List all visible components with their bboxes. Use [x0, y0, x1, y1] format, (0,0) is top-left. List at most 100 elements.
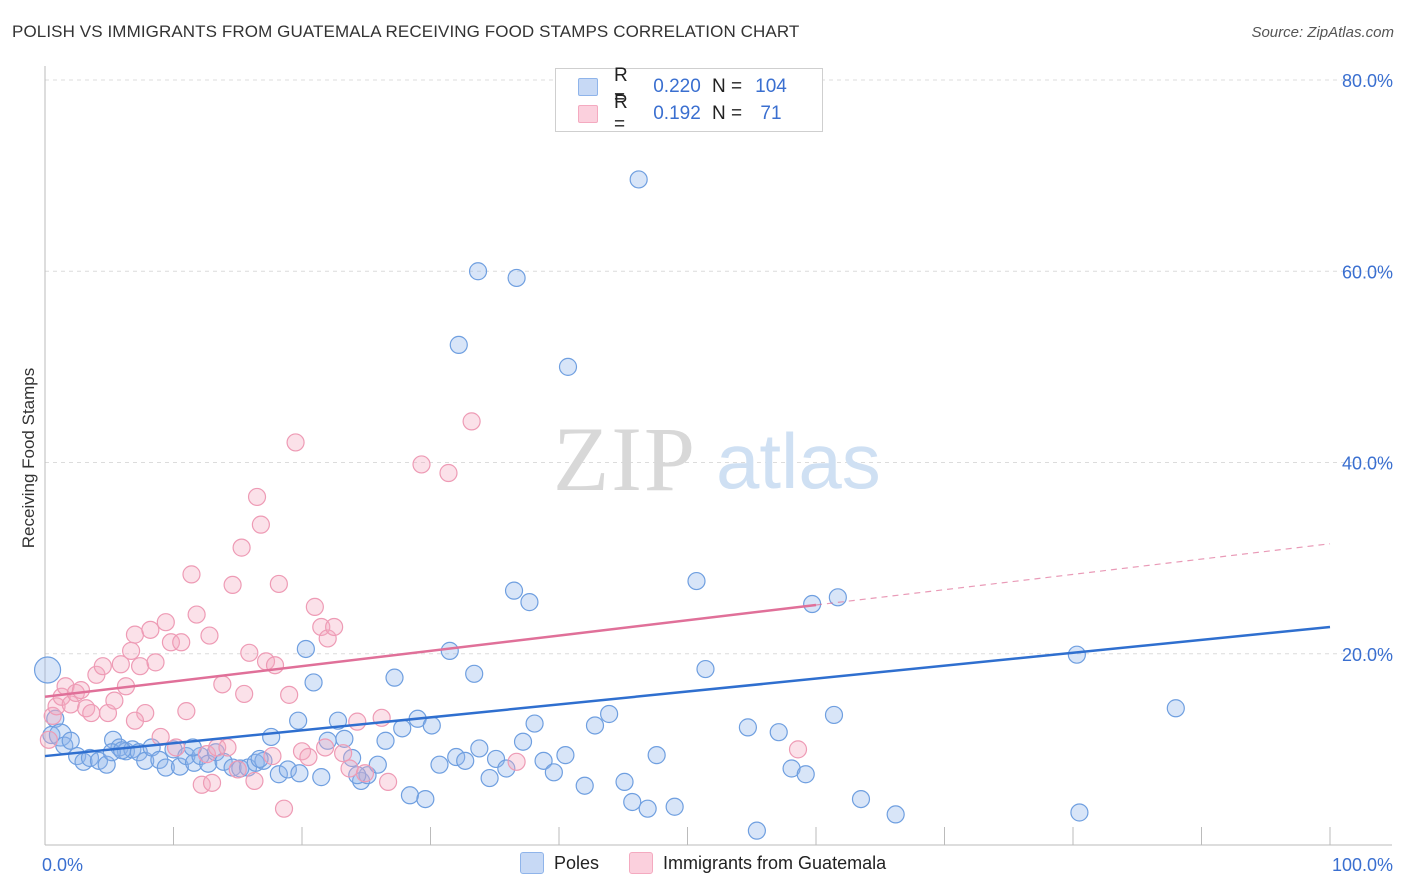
- poles-point: [385, 668, 404, 687]
- guatemala-point: [156, 613, 175, 632]
- series-legend: Poles Immigrants from Guatemala: [520, 852, 916, 874]
- guatemala-point: [245, 771, 264, 791]
- poles-point: [803, 594, 822, 614]
- poles-point: [328, 711, 348, 730]
- guatemala-point: [93, 657, 112, 676]
- guatemala-point: [61, 695, 80, 714]
- guatemala-point: [202, 773, 222, 792]
- guatemala-point: [312, 617, 331, 637]
- poles-point: [738, 718, 757, 737]
- y-tick-label: 20.0%: [1342, 645, 1393, 665]
- poles-point: [507, 268, 526, 288]
- poles-point: [525, 714, 544, 733]
- poles-point: [296, 639, 315, 659]
- guatemala-point: [355, 764, 375, 783]
- poles-legend-label: Poles: [554, 852, 600, 873]
- poles-point: [1070, 803, 1089, 822]
- guatemala-point: [235, 684, 254, 704]
- poles-point: [534, 751, 553, 770]
- guatemala-point: [125, 625, 145, 644]
- poles-point: [480, 768, 499, 788]
- poles-point: [470, 739, 489, 758]
- poles-point: [48, 723, 73, 747]
- poles-point: [585, 716, 605, 735]
- poles-trend-line: [44, 625, 1331, 758]
- poles-point: [422, 716, 441, 735]
- poles-point: [290, 764, 309, 783]
- guatemala-point: [223, 575, 242, 595]
- guatemala-point: [141, 620, 160, 639]
- guatemala-point: [228, 760, 247, 779]
- legend-item-poles: Poles: [520, 852, 599, 874]
- poles-point: [1166, 699, 1185, 718]
- source-label: Source: ZipAtlas.com: [1251, 24, 1394, 41]
- guatemala-point: [247, 487, 267, 507]
- watermark-zip: ZIP: [553, 408, 697, 510]
- poles-point: [440, 641, 459, 660]
- guatemala-point: [161, 633, 181, 652]
- poles-point: [747, 821, 766, 840]
- poles-point: [112, 741, 132, 760]
- guatemala-point: [182, 565, 201, 584]
- poles-legend-swatch: [520, 852, 544, 874]
- guatemala-point: [187, 605, 206, 624]
- y-tick-label: 80.0%: [1342, 71, 1393, 91]
- poles-point: [886, 805, 905, 824]
- poles-point: [647, 746, 666, 765]
- poles-point: [304, 673, 323, 692]
- n-label: N =: [712, 76, 743, 97]
- poles-point: [520, 593, 539, 612]
- guatemala-point: [263, 746, 282, 766]
- poles-point: [343, 748, 362, 768]
- chart-title: POLISH VS IMMIGRANTS FROM GUATEMALA RECE…: [12, 22, 800, 41]
- poles-point: [393, 719, 412, 738]
- poles-point: [824, 705, 844, 725]
- guatemala-point: [125, 711, 145, 730]
- y-tick-label: 40.0%: [1342, 454, 1393, 474]
- guatemala-point: [378, 772, 398, 791]
- poles-point: [368, 755, 387, 774]
- guatemala-point: [280, 685, 299, 704]
- poles-point: [769, 723, 788, 742]
- guatemala-point: [269, 574, 288, 594]
- legend-row-guatemala: R = 0.192 N = 71: [578, 92, 796, 135]
- guatemala-point: [251, 515, 270, 534]
- guatemala-point: [121, 641, 141, 660]
- guatemala-point: [316, 738, 335, 757]
- poles-point: [61, 731, 80, 750]
- poles-point: [556, 746, 575, 765]
- x-tick-label: 0.0%: [42, 855, 83, 875]
- r-label: R =: [614, 92, 628, 135]
- guatemala-point: [462, 412, 481, 431]
- guatemala-point: [218, 738, 237, 757]
- poles-point: [544, 763, 563, 782]
- poles-point: [623, 792, 642, 812]
- guatemala-point: [130, 657, 150, 676]
- y-tick-label: 60.0%: [1342, 262, 1393, 282]
- poles-point: [575, 776, 594, 795]
- poles-point: [447, 747, 466, 767]
- guatemala-point: [507, 752, 526, 771]
- r-value: 0.192: [653, 103, 701, 124]
- poles-point: [497, 759, 516, 778]
- poles-point: [170, 757, 190, 776]
- poles-point: [513, 732, 533, 751]
- guatemala-point: [105, 691, 124, 710]
- poles-point: [600, 704, 619, 724]
- guatemala-point: [111, 655, 130, 674]
- poles-point: [156, 758, 175, 777]
- guatemala-point: [274, 799, 294, 818]
- guatemala-point: [439, 463, 458, 483]
- poles-point: [33, 656, 62, 684]
- guatemala-point: [348, 712, 367, 731]
- poles-point: [615, 772, 634, 791]
- guatemala-point: [172, 633, 191, 652]
- legend-item-guatemala: Immigrants from Guatemala: [629, 852, 886, 874]
- guatemala-swatch: [578, 105, 598, 123]
- r-label: R =: [614, 65, 628, 108]
- guatemala-point: [340, 759, 359, 778]
- guatemala-point: [200, 626, 219, 645]
- guatemala-point: [197, 745, 217, 764]
- guatemala-point: [146, 653, 165, 672]
